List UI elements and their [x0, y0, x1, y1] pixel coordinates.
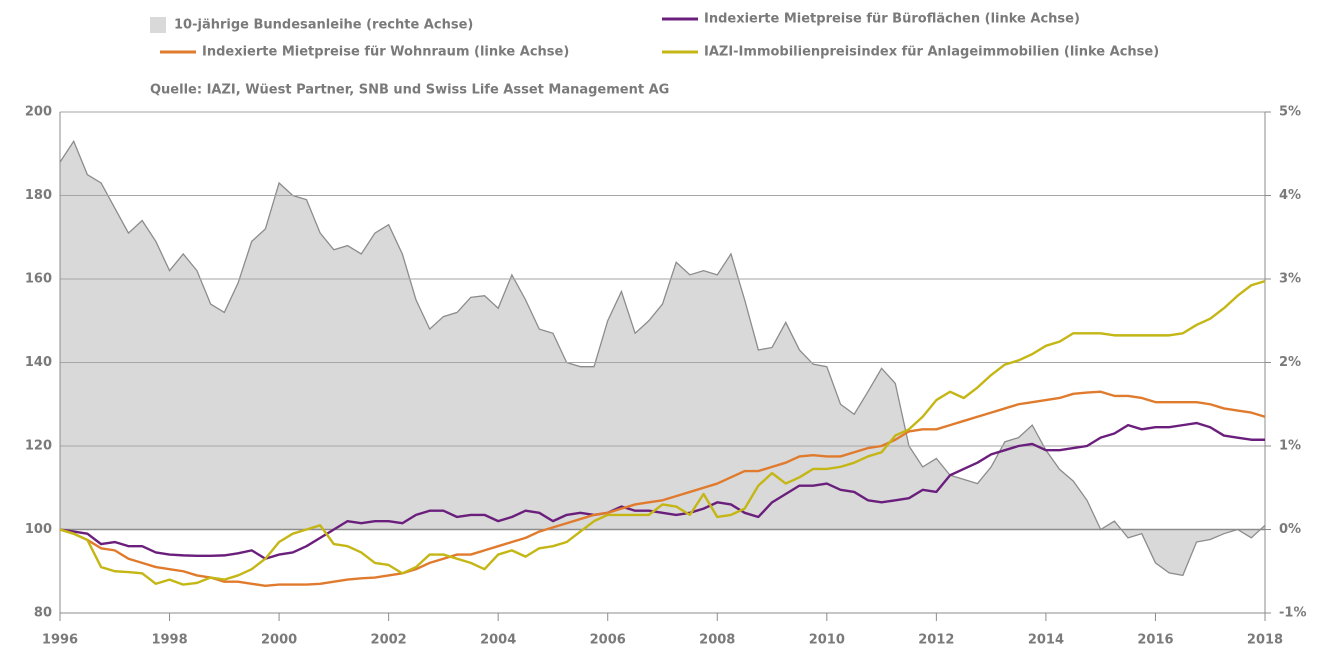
line [59, 421, 1265, 560]
legend-label: Indexierte Mietpreise für Wohnraum (link… [202, 45, 569, 60]
line [59, 279, 1266, 586]
x-tick-label: 1998 [151, 633, 187, 648]
y-tick-label: 120 [25, 439, 52, 454]
y2-tick-label: -1% [1279, 606, 1306, 621]
y2-tick-label: 2% [1279, 355, 1301, 370]
y2-tick-label: 3% [1279, 272, 1301, 287]
x-tick-label: 2010 [809, 633, 845, 648]
x-tick-label: 2018 [1247, 633, 1283, 648]
x-tick-label: 2016 [1137, 633, 1173, 648]
legend-label: Indexierte Mietpreise für Büroflächen (l… [704, 12, 1080, 27]
area [60, 141, 1265, 576]
x-tick-label: 2014 [1028, 633, 1064, 648]
y-tick-label: 200 [25, 105, 52, 120]
y-tick-label: 100 [25, 522, 52, 537]
source-note: Quelle: IAZI, Wüest Partner, SNB und Swi… [150, 83, 669, 98]
legend-swatch [150, 17, 166, 33]
y2-tick-label: 0% [1279, 522, 1301, 537]
x-tick-label: 2012 [918, 633, 954, 648]
x-tick-label: 2008 [699, 633, 735, 648]
area-outline [59, 139, 1266, 577]
x-tick-label: 2002 [371, 633, 407, 648]
legend-label: 10-jährige Bundesanleihe (rechte Achse) [174, 18, 473, 33]
y-tick-label: 160 [25, 272, 52, 287]
x-tick-label: 2000 [261, 633, 297, 648]
y2-tick-label: 5% [1279, 105, 1301, 120]
x-tick-label: 2004 [480, 633, 516, 648]
line [59, 390, 1266, 588]
y-tick-label: 140 [25, 355, 52, 370]
x-tick-label: 2006 [590, 633, 626, 648]
y-tick-label: 180 [25, 188, 52, 203]
legend-label: IAZI-Immobilienpreisindex für Anlageimmo… [704, 45, 1159, 60]
y-tick-label: 80 [34, 606, 52, 621]
y2-tick-label: 4% [1279, 188, 1301, 203]
y2-tick-label: 1% [1279, 439, 1301, 454]
x-tick-label: 1996 [42, 633, 78, 648]
